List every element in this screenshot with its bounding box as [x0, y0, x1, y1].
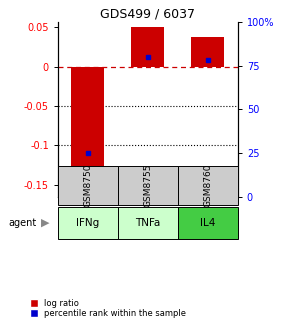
Bar — [118, 207, 178, 239]
Bar — [178, 207, 238, 239]
Bar — [71, 67, 104, 189]
Bar — [131, 27, 164, 67]
Bar — [58, 166, 118, 205]
Text: IFNg: IFNg — [76, 218, 99, 227]
Text: ▶: ▶ — [41, 218, 49, 227]
Text: GSM8755: GSM8755 — [143, 164, 153, 207]
Bar — [58, 207, 118, 239]
Bar — [191, 37, 224, 67]
Legend: log ratio, percentile rank within the sample: log ratio, percentile rank within the sa… — [30, 298, 187, 319]
Bar — [178, 166, 238, 205]
Text: GSM8750: GSM8750 — [84, 164, 93, 207]
Text: IL4: IL4 — [200, 218, 215, 227]
Text: TNFa: TNFa — [135, 218, 161, 227]
Text: agent: agent — [9, 218, 37, 227]
Title: GDS499 / 6037: GDS499 / 6037 — [100, 8, 195, 21]
Bar — [118, 166, 178, 205]
Text: GSM8760: GSM8760 — [203, 164, 212, 207]
